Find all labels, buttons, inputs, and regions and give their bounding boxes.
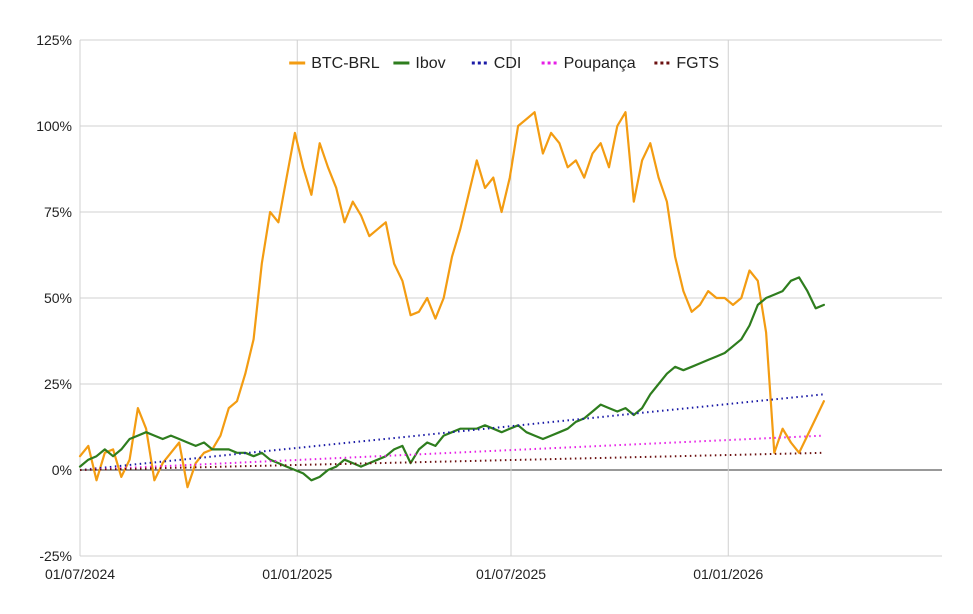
legend-item-btc-brl[interactable]: BTC-BRL	[289, 55, 380, 72]
x-tick-label: 01/01/2025	[262, 566, 332, 582]
axis-layer: -25% 0% 25% 50% 75% 100% 125% 01/07/2024 01/01/2…	[36, 32, 763, 582]
y-tick-label: -25%	[39, 548, 72, 564]
series-line-poupan-a	[79, 434, 824, 471]
x-tick-label: 01/07/2025	[476, 566, 546, 582]
legend-label: FGTS	[676, 55, 719, 72]
series-line-fgts	[79, 451, 824, 471]
grid-layer	[79, 39, 942, 557]
x-tick-label: 01/07/2024	[45, 566, 115, 582]
y-tick-label: 0%	[52, 462, 72, 478]
series-line-ibov	[78, 276, 825, 482]
y-tick-label: 25%	[44, 376, 72, 392]
legend-label: BTC-BRL	[311, 55, 380, 72]
x-tick-label: 01/01/2026	[693, 566, 763, 582]
legend-item-cdi[interactable]: CDI	[471, 55, 522, 72]
y-tick-label: 125%	[36, 32, 72, 48]
y-tick-label: 75%	[44, 204, 72, 220]
series-line-btc-brl	[78, 111, 825, 489]
y-tick-label: 50%	[44, 290, 72, 306]
legend-item-fgts[interactable]: FGTS	[654, 55, 719, 72]
legend-item-ibov[interactable]: Ibov	[393, 55, 446, 72]
series-layer	[78, 111, 825, 489]
legend-item-poupan-a[interactable]: Poupança	[541, 55, 636, 72]
legend-label: Poupança	[564, 55, 636, 72]
legend-label: CDI	[494, 55, 522, 72]
y-tick-label: 100%	[36, 118, 72, 134]
legend: BTC-BRL Ibov CDI Poupança FGTS	[289, 55, 719, 72]
legend-label: Ibov	[415, 55, 445, 72]
